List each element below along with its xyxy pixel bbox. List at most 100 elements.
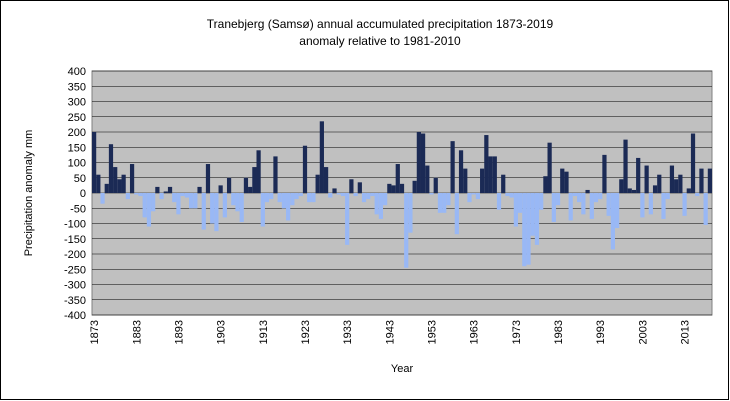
bar bbox=[96, 174, 101, 193]
y-tick-label: -250 bbox=[64, 264, 86, 276]
bar bbox=[509, 193, 514, 198]
chart-title: Tranebjerg (Samsø) annual accumulated pr… bbox=[207, 17, 554, 31]
bar bbox=[264, 193, 270, 203]
y-axis-label: Precipitation anomaly mm bbox=[23, 130, 35, 257]
bar bbox=[366, 193, 371, 200]
bar bbox=[104, 183, 109, 193]
bar bbox=[260, 193, 265, 227]
y-tick-label: 100 bbox=[68, 158, 86, 170]
bar bbox=[501, 174, 506, 193]
bar bbox=[652, 185, 658, 193]
bar bbox=[214, 193, 219, 232]
bar bbox=[534, 193, 540, 245]
bar bbox=[108, 144, 114, 193]
bar bbox=[665, 193, 670, 200]
bar bbox=[568, 193, 573, 221]
x-tick-label: 1923 bbox=[300, 320, 312, 344]
bar bbox=[695, 193, 700, 197]
bar bbox=[146, 193, 152, 227]
bar bbox=[222, 193, 227, 218]
bar bbox=[391, 185, 396, 193]
bar bbox=[142, 193, 147, 218]
bar bbox=[340, 193, 346, 197]
bar bbox=[197, 186, 202, 193]
x-tick-label: 1913 bbox=[258, 320, 270, 344]
bar bbox=[218, 185, 223, 193]
bar bbox=[492, 156, 497, 193]
bar bbox=[572, 193, 578, 197]
bar bbox=[239, 193, 244, 222]
bar bbox=[370, 193, 375, 197]
bar bbox=[129, 164, 135, 193]
bar bbox=[273, 156, 278, 193]
bar bbox=[412, 180, 417, 193]
bar bbox=[690, 133, 696, 193]
bar bbox=[488, 156, 493, 193]
bar bbox=[243, 177, 249, 193]
bar bbox=[657, 174, 662, 193]
x-tick-label: 2013 bbox=[680, 320, 692, 344]
bar bbox=[581, 193, 586, 215]
bar bbox=[184, 193, 190, 198]
y-tick-label: -200 bbox=[64, 249, 86, 261]
bar bbox=[475, 193, 481, 200]
bar bbox=[311, 193, 316, 203]
bar bbox=[564, 171, 569, 193]
bar bbox=[648, 193, 653, 215]
bar bbox=[606, 193, 611, 216]
bar bbox=[669, 165, 675, 193]
bar bbox=[429, 193, 434, 195]
x-tick-label: 1873 bbox=[89, 320, 101, 344]
bar bbox=[699, 168, 704, 193]
bar bbox=[619, 179, 624, 193]
bar bbox=[252, 167, 257, 193]
bar bbox=[315, 174, 320, 193]
bar bbox=[307, 193, 312, 203]
bar bbox=[539, 193, 544, 210]
bar bbox=[420, 133, 426, 193]
bar bbox=[302, 145, 308, 193]
y-tick-label: 0 bbox=[80, 188, 86, 200]
bar bbox=[623, 139, 628, 193]
bar bbox=[189, 193, 194, 209]
bar bbox=[505, 193, 510, 197]
bar bbox=[674, 179, 679, 193]
bar bbox=[205, 164, 211, 193]
bar bbox=[298, 193, 303, 197]
bar bbox=[117, 179, 122, 193]
bar bbox=[631, 189, 637, 193]
bar bbox=[395, 164, 400, 193]
bar bbox=[526, 193, 531, 265]
bar bbox=[446, 193, 451, 206]
bar bbox=[378, 193, 384, 219]
bar bbox=[361, 193, 367, 203]
bar bbox=[425, 165, 430, 193]
y-tick-label: -50 bbox=[70, 203, 86, 215]
bar bbox=[450, 141, 455, 193]
y-tick-label: 200 bbox=[68, 127, 86, 139]
x-tick-label: 1973 bbox=[511, 320, 523, 344]
bar bbox=[433, 177, 438, 193]
bar bbox=[602, 154, 607, 193]
y-tick-label: 150 bbox=[68, 142, 86, 154]
bar bbox=[682, 193, 687, 216]
x-tick-label: 1963 bbox=[469, 320, 481, 344]
bar bbox=[155, 186, 160, 193]
bar bbox=[172, 193, 177, 203]
bar bbox=[598, 193, 603, 200]
y-tick-label: 50 bbox=[74, 173, 86, 185]
bar bbox=[636, 157, 641, 193]
bar bbox=[442, 193, 447, 213]
bar bbox=[121, 174, 126, 193]
bar bbox=[467, 193, 472, 203]
bar bbox=[703, 193, 708, 226]
bar bbox=[484, 135, 489, 193]
bar bbox=[201, 193, 206, 230]
bar bbox=[294, 193, 299, 200]
x-tick-label: 1893 bbox=[173, 320, 185, 344]
bar bbox=[678, 174, 683, 193]
bar bbox=[686, 188, 691, 193]
bar bbox=[281, 193, 287, 209]
bar bbox=[513, 193, 518, 227]
bar bbox=[610, 193, 615, 250]
